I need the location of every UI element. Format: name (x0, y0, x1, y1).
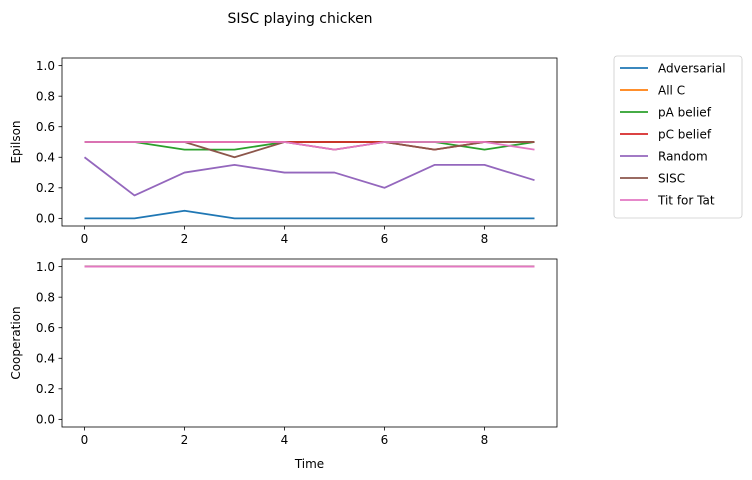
legend-label: Tit for Tat (657, 193, 715, 207)
cooperation-x-tick-label: 8 (481, 433, 489, 447)
legend-label: pC belief (658, 127, 712, 141)
cooperation-x-tick-label: 4 (281, 433, 289, 447)
epsilon-panel: 0 2 4 6 8 0.0 0.2 0.4 0.6 0.8 1.0 Epilson (9, 57, 558, 246)
epsilon-series-line-adversarial (84, 209, 535, 220)
legend-label: SISC (658, 171, 685, 185)
epsilon-y-tick-label: 0.8 (36, 89, 55, 103)
cooperation-y-tick-label: 1.0 (36, 260, 55, 274)
cooperation-x-tick-label: 0 (81, 433, 89, 447)
epsilon-x-tick-label: 0 (81, 232, 89, 246)
epsilon-y-tick-label: 0.6 (36, 120, 55, 134)
legend-label: All C (658, 83, 685, 97)
epsilon-axes-frame (61, 57, 558, 227)
legend-label: Adversarial (658, 61, 726, 75)
epsilon-x-tick-label: 8 (481, 232, 489, 246)
epsilon-x-tick-label: 6 (381, 232, 389, 246)
epsilon-series-line-tit-for-tat (84, 141, 535, 151)
cooperation-x-axis-label: Time (294, 457, 324, 471)
epsilon-y-tick-label: 1.0 (36, 59, 55, 73)
cooperation-y-axis-label: Cooperation (9, 306, 23, 379)
legend-label: Random (658, 149, 708, 163)
legend: Adversarial All C pA belief pC belief Random… (613, 55, 743, 219)
chart-title: SISC playing chicken (227, 11, 372, 27)
cooperation-y-tick-label: 0.2 (36, 382, 55, 396)
cooperation-y-tick-label: 0.8 (36, 290, 55, 304)
cooperation-y-tick-label: 0.4 (36, 352, 55, 366)
cooperation-y-tick-label: 0.0 (36, 413, 55, 427)
epsilon-x-tick-label: 2 (181, 232, 189, 246)
cooperation-x-tick-label: 2 (181, 433, 189, 447)
cooperation-panel: 0 2 4 6 8 0.0 0.2 0.4 0.6 0.8 1.0 Cooperation Time (9, 258, 558, 471)
legend-label: pA belief (658, 105, 712, 119)
epsilon-series-line-random (83, 156, 535, 197)
epsilon-y-axis-label: Epilson (9, 120, 23, 163)
epsilon-y-tick-label: 0.0 (36, 212, 55, 226)
epsilon-y-tick-label: 0.4 (36, 151, 55, 165)
cooperation-x-tick-label: 6 (381, 433, 389, 447)
cooperation-axes-frame (61, 258, 558, 428)
epsilon-x-tick-label: 4 (281, 232, 289, 246)
epsilon-y-tick-label: 0.2 (36, 181, 55, 195)
cooperation-y-tick-label: 0.6 (36, 321, 55, 335)
